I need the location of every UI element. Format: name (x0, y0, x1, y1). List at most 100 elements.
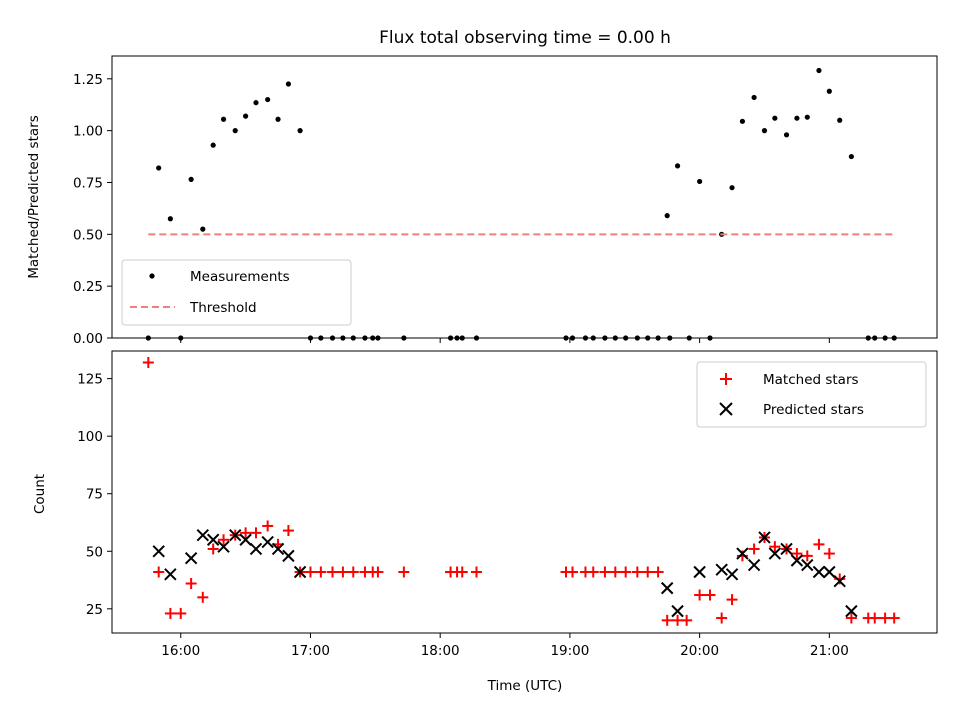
matched-star-point (704, 589, 716, 601)
chart-title: Flux total observing time = 0.00 h (379, 28, 671, 48)
predicted-star-point-b (715, 563, 728, 576)
predicted-star-point (715, 563, 728, 576)
measurement-point (220, 116, 227, 122)
ratio-y-tick-label: 1.25 (73, 72, 103, 88)
count-axes-frame (111, 350, 938, 634)
predicted-star-point-b (823, 565, 836, 579)
predicted-star-point (206, 533, 220, 546)
measurement-point (232, 128, 238, 134)
legend-matched-label: Matched stars (763, 372, 859, 388)
predicted-star-point (736, 547, 749, 560)
predicted-star-point (790, 554, 804, 567)
measurement-point (285, 81, 292, 87)
predicted-star-point (282, 549, 295, 563)
ratio-y-tick-label: 0.75 (73, 175, 103, 191)
matched-star-point (642, 566, 654, 578)
matched-star-point (681, 614, 693, 626)
matched-star-point (337, 566, 349, 578)
measurement-point (739, 118, 746, 124)
legend-predicted-marker (719, 402, 733, 416)
count-plot-area (142, 357, 900, 626)
count-x-tick-label: 19:00 (550, 643, 589, 659)
predicted-star-point (660, 581, 674, 595)
matched-star-point (372, 566, 384, 578)
measurement-point (816, 67, 822, 74)
predicted-star-point (747, 558, 761, 572)
ratio-legend: Measurements Threshold (121, 259, 352, 326)
measurement-point (761, 128, 768, 134)
matched-star-point (823, 548, 835, 560)
predicted-star-point (184, 551, 198, 565)
measurement-point (674, 163, 681, 169)
matched-star-point (250, 527, 262, 539)
predicted-star-point-b (833, 574, 846, 588)
count-y-tick-label: 75 (86, 487, 103, 503)
ratio-y-tick-label: 0.25 (73, 279, 103, 295)
ratio-y-axis-label: Matched/Predicted stars (26, 115, 42, 278)
measurement-point (804, 114, 810, 120)
legend-measurements-marker (149, 273, 155, 279)
predicted-star-point-b (693, 565, 706, 579)
predicted-star-point (293, 565, 307, 579)
matched-star-point (694, 589, 706, 601)
matched-star-point (398, 566, 410, 578)
matched-star-point (153, 566, 165, 578)
measurement-point (751, 94, 757, 101)
predicted-star-point (249, 542, 263, 556)
measurement-point (167, 216, 173, 222)
count-y-tick-label: 50 (86, 544, 103, 560)
predicted-star-point-b (196, 528, 210, 542)
measurement-point (275, 116, 281, 122)
count-x-tick-label: 21:00 (810, 643, 849, 659)
measurement-point (188, 176, 194, 182)
predicted-star-point (152, 545, 165, 558)
ratio-y-tick-label: 0.50 (73, 227, 103, 243)
matched-star-point (599, 566, 611, 578)
ratio-panel: Flux total observing time = 0.00 h Match… (26, 28, 938, 347)
measurement-point (297, 128, 303, 134)
matched-star-point (471, 566, 483, 578)
count-legend-frame (696, 361, 927, 428)
predicted-star-point (229, 528, 242, 542)
count-x-tick-label: 18:00 (421, 643, 460, 659)
matched-star-point (801, 550, 813, 562)
predicted-star-point-b (184, 551, 198, 565)
count-x-ticks: 16:00 17:00 18:00 19:00 20:00 21:00 (161, 633, 849, 659)
predicted-star-point-b (217, 540, 230, 553)
matched-star-point (142, 357, 154, 369)
predicted-star-point (758, 531, 771, 544)
matched-star-point (456, 566, 468, 578)
predicted-star-point (780, 542, 793, 556)
count-legend: Matched stars Predicted stars (696, 361, 927, 428)
matched-star-point (716, 612, 728, 624)
measurement-point (664, 213, 670, 219)
measurement-point (156, 165, 162, 171)
matched-star-point (631, 566, 643, 578)
predicted-star-point-b (736, 547, 749, 560)
matched-star-point (869, 612, 881, 624)
predicted-star-point-b (845, 604, 858, 618)
legend-matched-marker (720, 373, 732, 385)
predicted-star-point-b (747, 558, 761, 572)
ratio-legend-frame (121, 259, 352, 326)
matched-star-point (218, 534, 230, 546)
matched-star-point (175, 607, 187, 619)
predicted-star-point-b (780, 542, 793, 556)
predicted-star-point (833, 574, 846, 588)
measurement-point (697, 178, 703, 185)
matched-star-point (207, 543, 219, 555)
predicted-star-point (671, 604, 684, 618)
predicted-star-point-b (229, 528, 242, 542)
ratio-y-tick-label: 0.00 (73, 331, 103, 347)
matched-star-point (748, 543, 760, 555)
matched-star-point (262, 520, 274, 532)
matched-star-point (620, 566, 632, 578)
matched-star-point (282, 525, 294, 537)
predicted-star-point (217, 540, 230, 553)
predicted-star-point-b (660, 581, 674, 595)
predicted-star-point (768, 547, 782, 560)
predicted-star-point-b (206, 533, 220, 546)
count-y-tick-label: 125 (77, 372, 103, 388)
matched-star-point (845, 612, 857, 624)
